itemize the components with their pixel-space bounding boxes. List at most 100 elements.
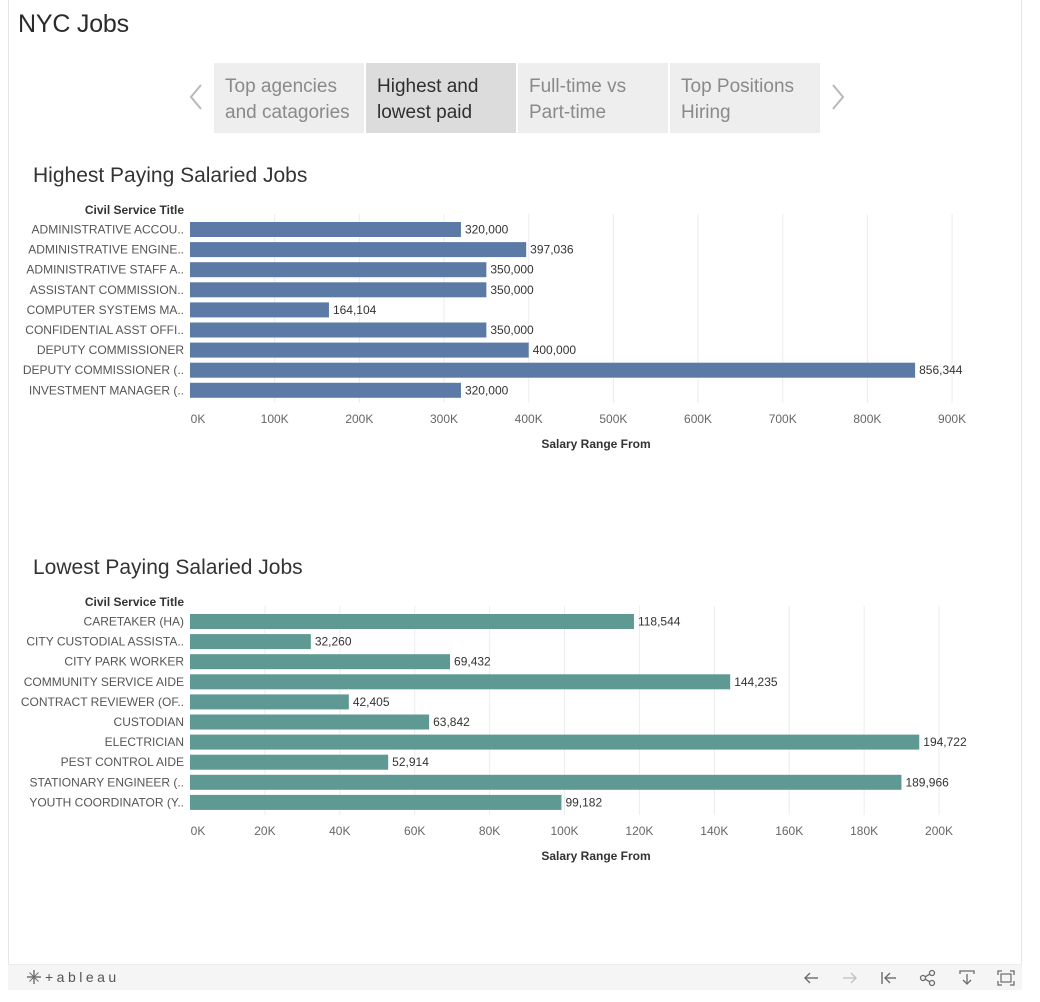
download-icon[interactable] [957, 968, 977, 988]
category-label: CITY CUSTODIAL ASSISTA.. [26, 635, 184, 649]
x-tick-label: 200K [925, 824, 953, 838]
data-label: 118,544 [638, 615, 681, 629]
tableau-logo-icon [27, 970, 41, 984]
x-tick-label: 800K [853, 412, 881, 426]
bar [190, 634, 311, 650]
tab-label-line2: Hiring [681, 102, 731, 123]
data-label: 99,182 [565, 795, 602, 809]
data-label: 350,000 [490, 283, 534, 297]
tab-label-line1: Highest and [377, 76, 479, 97]
category-label: INVESTMENT MANAGER (.. [29, 383, 184, 397]
x-tick-label: 0K [191, 824, 206, 838]
tab-label-line2: Part-time [529, 102, 607, 123]
x-tick-label: 60K [404, 824, 425, 838]
data-label: 350,000 [490, 263, 534, 277]
bar [190, 734, 920, 750]
x-axis-title: Salary Range From [541, 437, 650, 451]
data-label: 400,000 [533, 343, 577, 357]
dashboard-frame [8, 0, 1022, 964]
data-label: 320,000 [465, 383, 509, 397]
revert-icon[interactable] [879, 968, 899, 988]
bar [190, 222, 461, 237]
bar [190, 754, 389, 770]
data-label: 856,344 [919, 363, 963, 377]
category-label: CONTRACT REVIEWER (OF.. [21, 695, 184, 709]
x-tick-label: 120K [625, 824, 653, 838]
category-label: CARETAKER (HA) [84, 615, 184, 629]
x-tick-label: 700K [769, 412, 797, 426]
x-tick-label: 80K [479, 824, 500, 838]
x-tick-label: 180K [850, 824, 878, 838]
x-tick-label: 200K [345, 412, 373, 426]
x-tick-label: 900K [938, 412, 966, 426]
fullscreen-icon[interactable] [996, 968, 1016, 988]
data-label: 320,000 [465, 223, 509, 237]
data-label: 42,405 [353, 695, 390, 709]
bar [190, 382, 461, 398]
x-tick-label: 400K [515, 412, 543, 426]
tab-label-line1: Top Positions [681, 76, 795, 97]
category-label: STATIONARY ENGINEER (.. [30, 775, 184, 789]
undo-icon[interactable] [801, 968, 821, 988]
data-label: 69,432 [454, 655, 491, 669]
category-label: PEST CONTROL AIDE [61, 755, 184, 769]
tableau-logo-text: +ableau [45, 969, 120, 985]
x-tick-label: 600K [684, 412, 712, 426]
data-label: 52,914 [392, 755, 429, 769]
category-label: ADMINISTRATIVE ACCOU.. [32, 223, 184, 237]
bar [190, 262, 487, 278]
category-label: COMMUNITY SERVICE AIDE [24, 675, 184, 689]
category-label: ADMINISTRATIVE ENGINE.. [28, 243, 184, 257]
category-label: CONFIDENTIAL ASST OFFI.. [25, 323, 184, 337]
x-tick-label: 40K [329, 824, 350, 838]
x-tick-label: 140K [700, 824, 728, 838]
chart-title-lowest: Lowest Paying Salaried Jobs [33, 556, 303, 579]
data-label: 189,966 [905, 775, 949, 789]
tableau-footer-toolbar: +ableau [8, 964, 1022, 990]
bar [190, 674, 731, 690]
tableau-logo[interactable]: +ableau [26, 969, 120, 985]
tab-top-agencies[interactable]: Top agencies and catagories [214, 63, 364, 133]
category-label: DEPUTY COMMISSIONER [37, 343, 184, 357]
category-label: ADMINISTRATIVE STAFF A.. [26, 263, 184, 277]
bar [190, 654, 451, 670]
data-label: 164,104 [333, 303, 377, 317]
bar [190, 342, 529, 358]
lowest-paying-bar-chart: Civil Service Title CARETAKER (HA) 118,544… [21, 595, 967, 863]
category-header: Civil Service Title [85, 203, 184, 217]
share-icon[interactable] [918, 968, 938, 988]
tab-label-line2: lowest paid [377, 102, 473, 123]
data-label: 144,235 [734, 675, 778, 689]
bar [190, 614, 634, 629]
category-label: DEPUTY COMMISSIONER (.. [23, 363, 184, 377]
tab-label-line1: Full-time vs [529, 76, 627, 97]
category-header: Civil Service Title [85, 595, 184, 609]
category-label: YOUTH COORDINATOR (Y.. [29, 795, 184, 809]
bar [190, 694, 349, 710]
category-label: ASSISTANT COMMISSION.. [30, 283, 184, 297]
bar [190, 714, 430, 730]
x-tick-label: 100K [551, 824, 579, 838]
tabs-prev-arrow-icon[interactable] [186, 82, 206, 112]
tab-highest-lowest-paid[interactable]: Highest and lowest paid [366, 63, 516, 133]
bar [190, 362, 916, 378]
tab-top-positions[interactable]: Top Positions Hiring [670, 63, 820, 133]
bar [190, 302, 329, 318]
highest-paying-bar-chart: Civil Service Title ADMINISTRATIVE ACCOU.… [23, 203, 966, 451]
bar [190, 774, 902, 790]
data-label: 397,036 [530, 243, 574, 257]
tab-full-vs-part-time[interactable]: Full-time vs Part-time [518, 63, 668, 133]
data-label: 350,000 [490, 323, 534, 337]
x-tick-label: 20K [254, 824, 275, 838]
x-axis-title: Salary Range From [541, 849, 650, 863]
redo-icon[interactable] [840, 968, 860, 988]
tabs-next-arrow-icon[interactable] [828, 82, 848, 112]
bar [190, 794, 562, 810]
x-tick-label: 160K [775, 824, 803, 838]
category-label: COMPUTER SYSTEMS MA.. [27, 303, 184, 317]
data-label: 32,260 [315, 635, 352, 649]
data-label: 63,842 [433, 715, 470, 729]
x-tick-label: 100K [261, 412, 289, 426]
x-tick-label: 300K [430, 412, 458, 426]
tab-label-line2: and catagories [225, 102, 350, 123]
